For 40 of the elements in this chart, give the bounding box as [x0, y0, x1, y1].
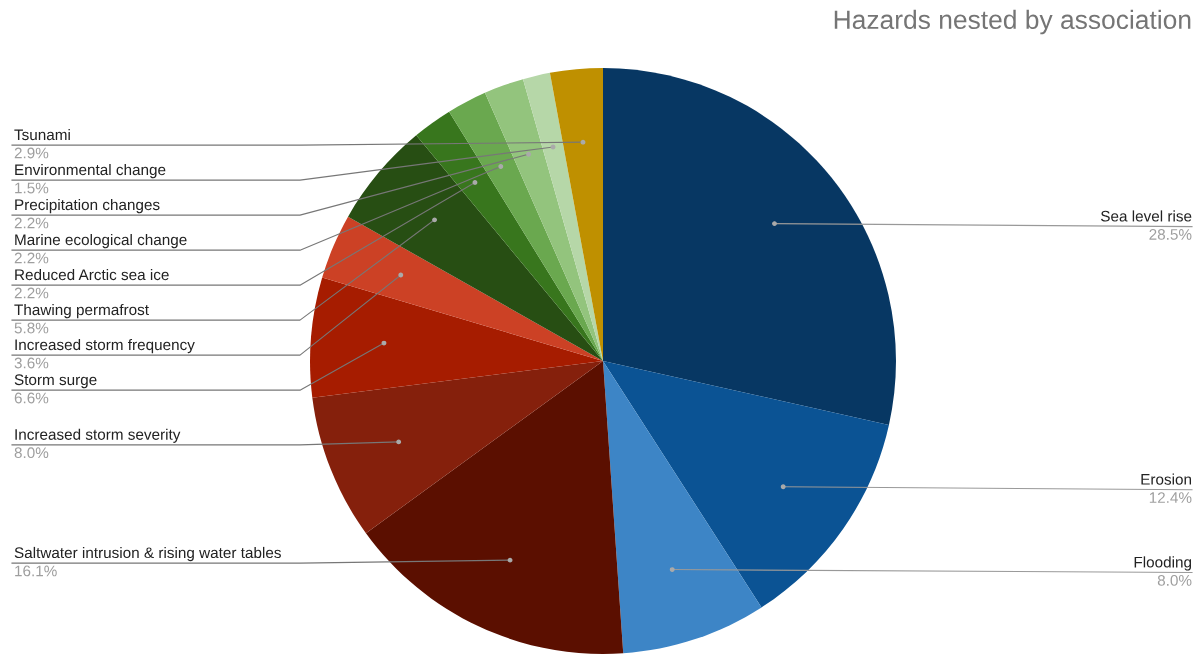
pie-slice [365, 361, 624, 654]
slice-label: Storm surge [14, 374, 97, 389]
data-label: 16.1% [15, 565, 57, 577]
pie-slice [523, 72, 603, 361]
data-label: 8.0% [1157, 574, 1192, 586]
pie-slice [312, 361, 603, 534]
slice-label: Tsunami [14, 128, 70, 141]
data-label: 2.2% [14, 217, 49, 229]
pie-slice [549, 68, 603, 361]
data-label: 5.8% [14, 322, 49, 334]
slice-label: Erosion [1141, 473, 1192, 485]
slice-label: Marine ecological change [15, 233, 187, 249]
data-label: 28.5% [1149, 229, 1192, 240]
data-label: 1.5% [15, 182, 49, 194]
slice-label: Saltwater intrusion & rising water tables [14, 546, 281, 562]
slice-label: Increased storm frequency [15, 338, 195, 354]
data-label: 12.4% [1149, 492, 1192, 503]
pie-slice [449, 92, 603, 361]
pie-slice [310, 277, 603, 398]
data-label: 6.6% [14, 392, 49, 404]
pie-slice [348, 135, 603, 361]
data-label: 3.6% [14, 357, 49, 369]
pie-slice [484, 79, 603, 361]
slice-label: Precipitation changes [15, 198, 160, 214]
pie-slice [416, 111, 603, 361]
slice-label: Reduced Arctic sea ice [15, 268, 169, 281]
pie-slice [603, 361, 889, 608]
data-label: 8.0% [14, 447, 49, 459]
data-label: 2.9% [14, 147, 49, 159]
pie-slice [603, 361, 762, 654]
pie-slice [322, 216, 603, 361]
slice-label: Environmental change [15, 163, 166, 179]
data-label: 2.2% [14, 252, 49, 264]
slice-label: Flooding [1134, 556, 1192, 571]
slice-label: Thawing permafrost [14, 303, 149, 319]
chart-title: Hazards nested by association [834, 9, 1191, 35]
slice-label: Increased storm severity [15, 428, 181, 443]
slice-label: Sea level rise [1100, 210, 1192, 222]
data-label: 2.2% [14, 287, 49, 299]
pie-slice [603, 68, 896, 425]
